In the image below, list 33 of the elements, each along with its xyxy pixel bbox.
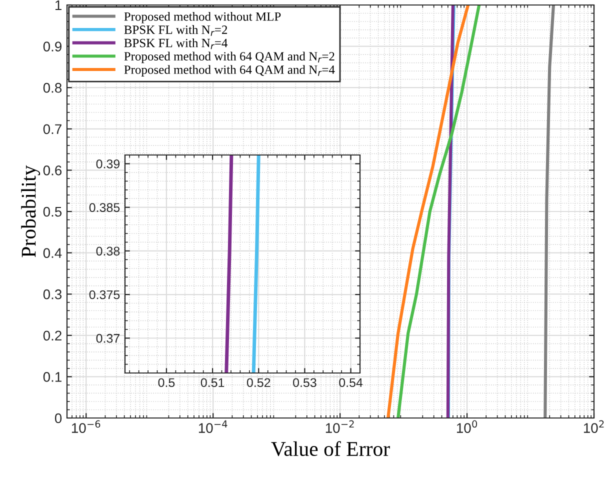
x-tick-label: 0.52 — [246, 378, 270, 388]
x-axis-title: Value of Error — [271, 441, 390, 456]
y-tick-label: 0 — [54, 413, 62, 424]
legend-label: BPSK FL with N$_{r}$=2 — [124, 25, 228, 36]
y-tick-label: 0.4 — [43, 248, 62, 258]
y-tick-label: 0.6 — [43, 166, 62, 176]
y-tick-label: 0.5 — [43, 206, 62, 217]
y-tick-label: 1 — [55, 0, 62, 10]
x-tick-label: 10$^{−4}$ — [198, 420, 228, 433]
y-tick-label: 0.1 — [43, 372, 62, 382]
x-tick-label: 0.51 — [200, 378, 224, 388]
x-tick-label: 10$^{−2}$ — [326, 420, 354, 433]
x-tick-label: 0.54 — [339, 378, 363, 388]
y-tick-label: 0.9 — [43, 42, 62, 52]
y-tick-label: 0.8 — [43, 82, 62, 93]
legend-label: Proposed method without MLP — [124, 12, 281, 24]
legend-label: Proposed method with 64 QAM and N$_{r}$=2 — [124, 52, 334, 64]
y-tick-label: 0.2 — [43, 330, 62, 341]
x-tick-label: 0.53 — [293, 378, 316, 388]
y-axis-title: Probability — [21, 165, 40, 258]
legend-label: BPSK FL with N$_{r}$=4 — [124, 38, 228, 50]
y-tick-label: 0.7 — [43, 124, 62, 134]
y-tick-label: 0.37 — [96, 334, 120, 343]
x-tick-label: 0.5 — [158, 378, 175, 388]
legend-label: Proposed method with 64 QAM and N$_{r}$=4 — [124, 65, 335, 76]
y-tick-label: 0.375 — [89, 290, 120, 300]
y-tick-label: 0.385 — [89, 203, 120, 212]
x-tick-label: 10$^{−6}$ — [72, 420, 100, 433]
x-tick-label: 10$^{0}$ — [456, 420, 478, 433]
y-tick-label: 0.38 — [96, 246, 120, 256]
y-tick-label: 0.39 — [96, 160, 120, 168]
x-tick-label: 10$^{2}$ — [584, 420, 604, 433]
y-tick-label: 0.3 — [43, 289, 62, 300]
